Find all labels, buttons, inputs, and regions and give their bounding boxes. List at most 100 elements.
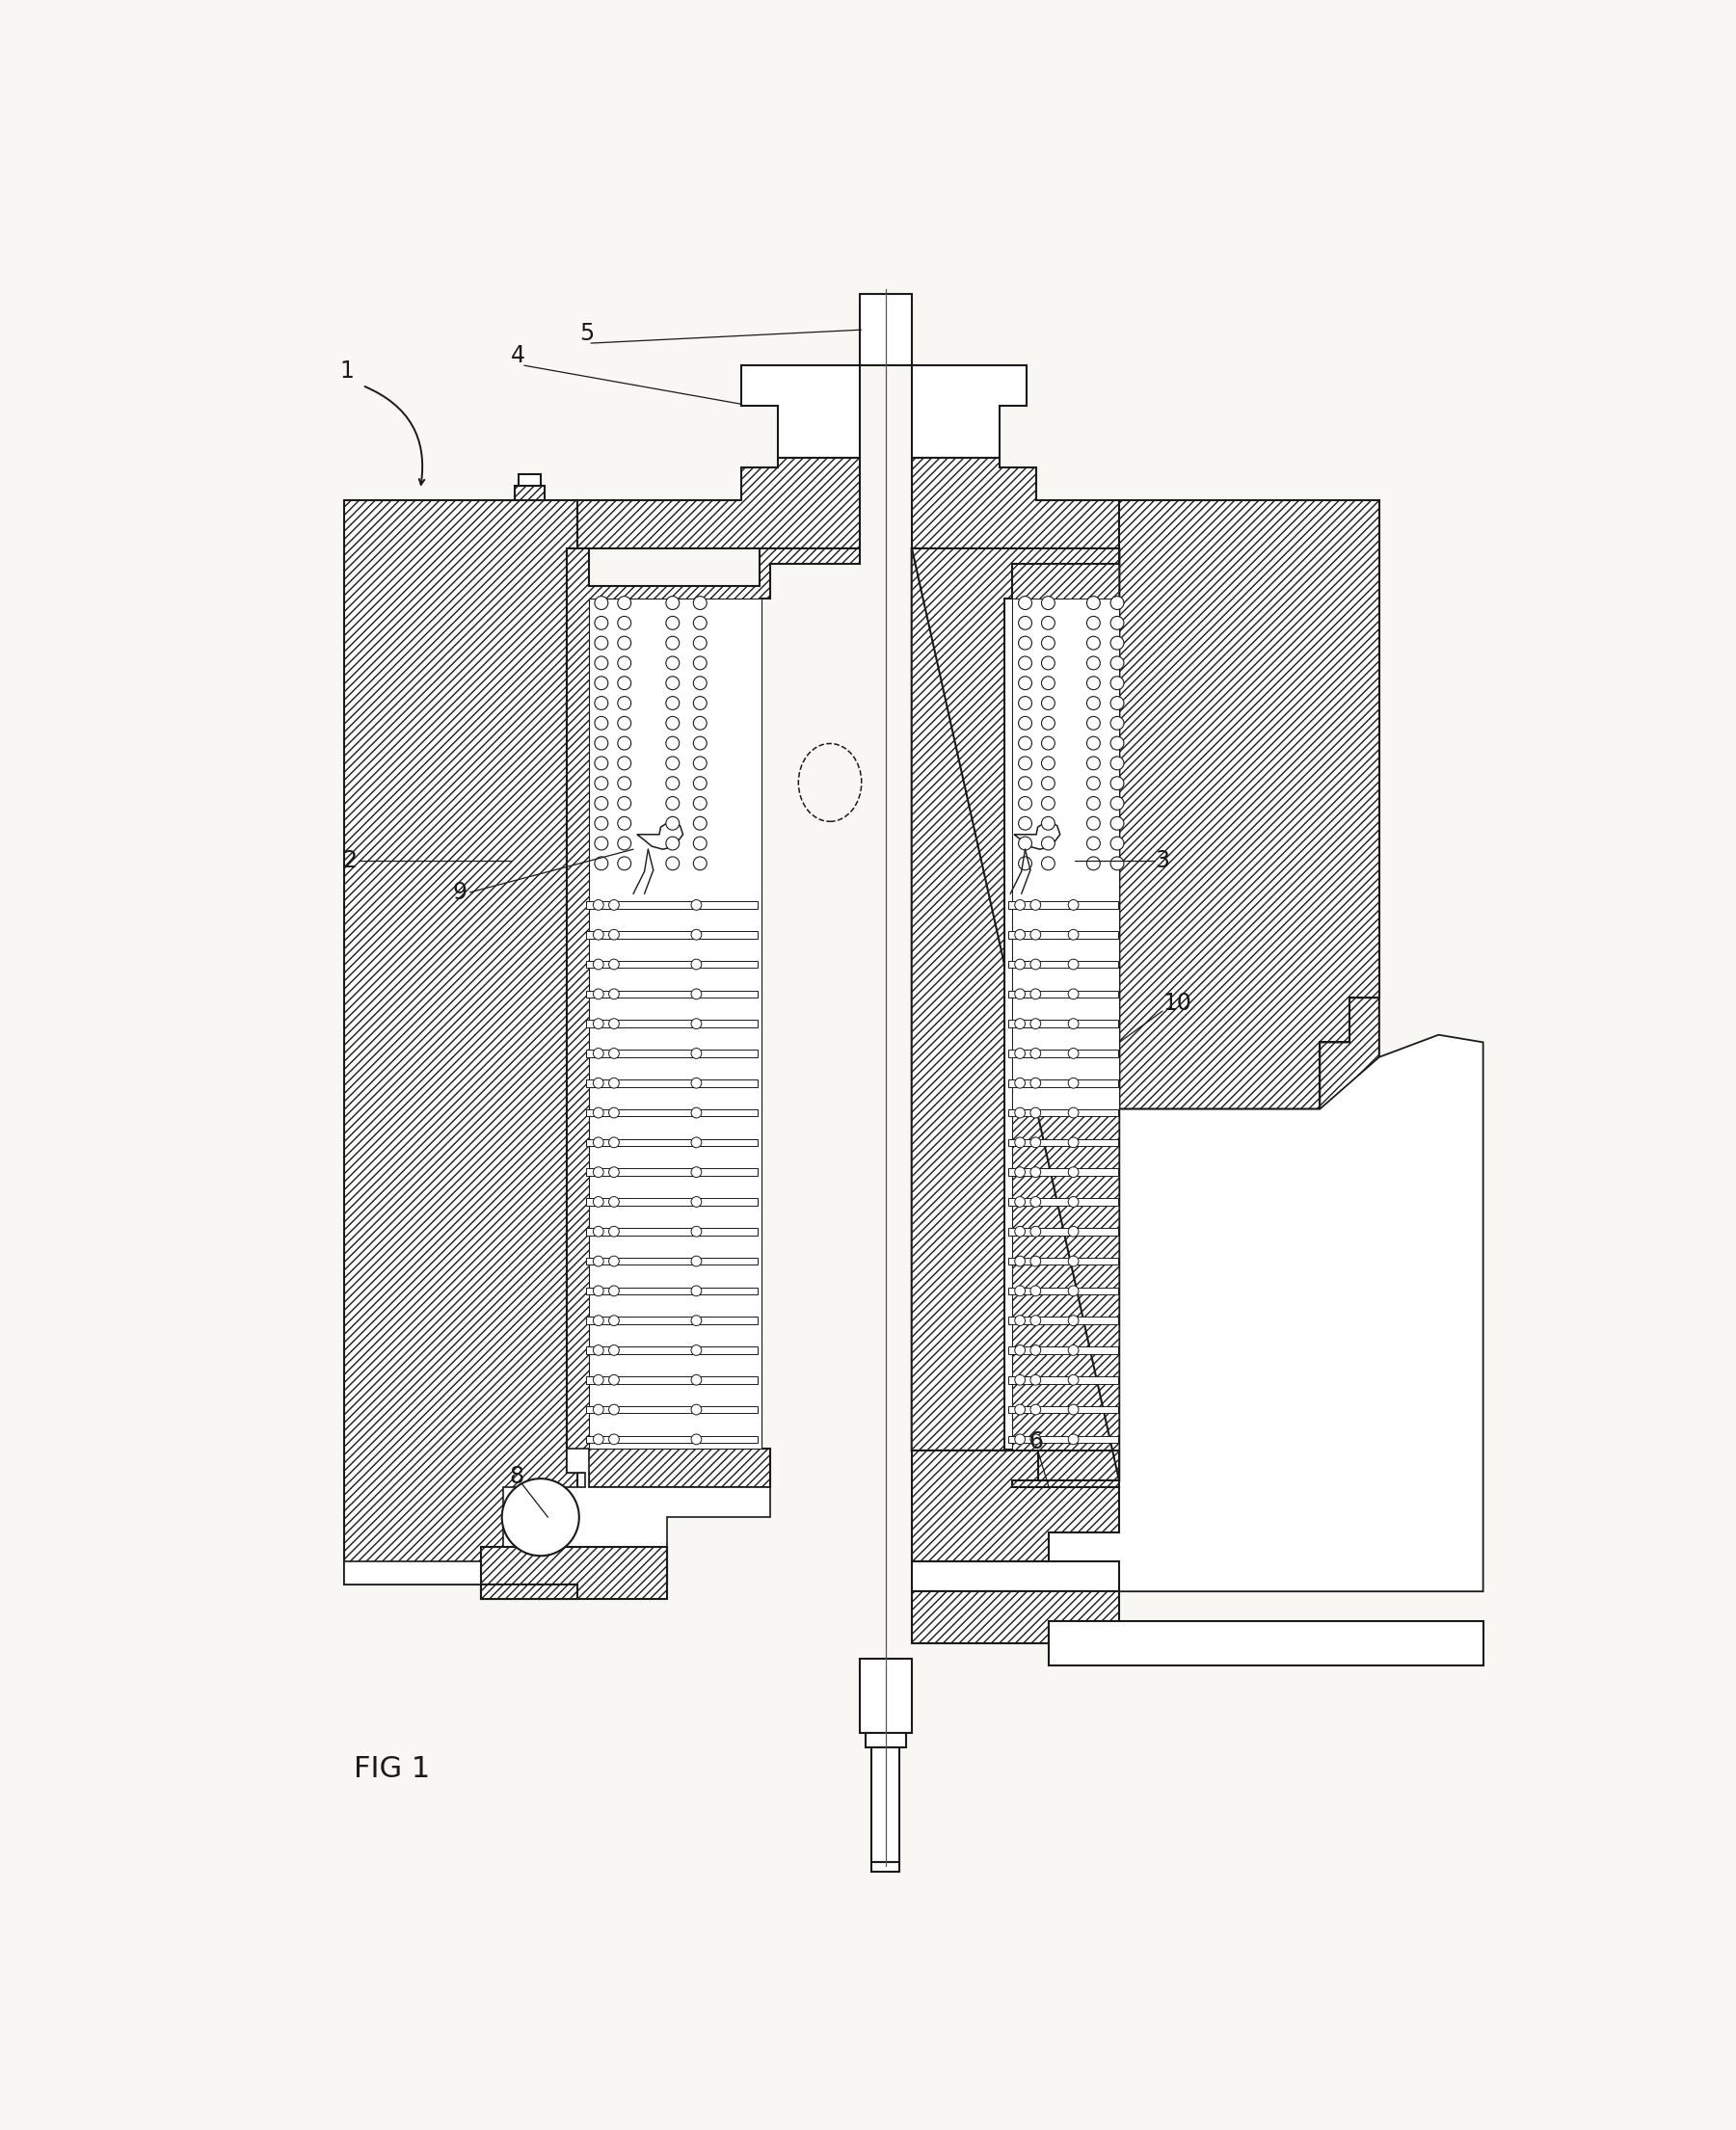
Circle shape	[594, 1048, 604, 1059]
Circle shape	[609, 1048, 620, 1059]
Polygon shape	[859, 1659, 911, 1732]
Polygon shape	[1009, 1197, 1118, 1206]
Polygon shape	[1009, 961, 1118, 967]
Polygon shape	[1014, 820, 1061, 850]
Circle shape	[1068, 1374, 1078, 1384]
Circle shape	[1016, 1344, 1026, 1355]
Polygon shape	[587, 1257, 757, 1265]
Circle shape	[693, 697, 707, 709]
Circle shape	[618, 737, 632, 750]
Polygon shape	[911, 458, 1120, 550]
Polygon shape	[1009, 1436, 1118, 1442]
Circle shape	[609, 1344, 620, 1355]
Polygon shape	[1009, 1287, 1118, 1295]
Circle shape	[1031, 1404, 1042, 1414]
Circle shape	[502, 1478, 580, 1555]
Polygon shape	[587, 990, 757, 997]
Circle shape	[1031, 1048, 1042, 1059]
Circle shape	[594, 1108, 604, 1118]
Polygon shape	[741, 366, 859, 458]
Circle shape	[693, 797, 707, 809]
Circle shape	[618, 596, 632, 609]
Circle shape	[1111, 656, 1123, 669]
Circle shape	[609, 1167, 620, 1178]
Polygon shape	[911, 1591, 1120, 1644]
Polygon shape	[587, 1050, 757, 1056]
Polygon shape	[344, 1448, 771, 1585]
Circle shape	[693, 656, 707, 669]
Polygon shape	[1009, 1406, 1118, 1414]
Circle shape	[1031, 1287, 1042, 1295]
Polygon shape	[1120, 501, 1378, 1110]
Circle shape	[1031, 1433, 1042, 1444]
Circle shape	[691, 958, 701, 969]
Circle shape	[691, 1137, 701, 1148]
Circle shape	[1031, 1344, 1042, 1355]
Circle shape	[667, 656, 679, 669]
Circle shape	[1068, 1137, 1078, 1148]
Circle shape	[667, 737, 679, 750]
Circle shape	[618, 616, 632, 630]
Circle shape	[691, 1433, 701, 1444]
Circle shape	[691, 1108, 701, 1118]
Polygon shape	[1009, 1140, 1118, 1146]
Circle shape	[595, 697, 608, 709]
Circle shape	[1087, 716, 1101, 731]
Circle shape	[691, 1167, 701, 1178]
Text: 1: 1	[340, 360, 354, 381]
Circle shape	[693, 737, 707, 750]
Circle shape	[667, 616, 679, 630]
Circle shape	[1068, 899, 1078, 910]
Circle shape	[1016, 1197, 1026, 1208]
Circle shape	[609, 1197, 620, 1208]
Circle shape	[1087, 856, 1101, 869]
Polygon shape	[481, 1546, 667, 1600]
Polygon shape	[859, 294, 911, 366]
Circle shape	[1111, 716, 1123, 731]
Polygon shape	[1009, 1257, 1118, 1265]
Circle shape	[1016, 1316, 1026, 1325]
Circle shape	[609, 958, 620, 969]
Circle shape	[1031, 958, 1042, 969]
Circle shape	[594, 1227, 604, 1238]
Polygon shape	[587, 1140, 757, 1146]
Polygon shape	[1009, 1110, 1118, 1116]
Circle shape	[691, 1257, 701, 1267]
Polygon shape	[1038, 1035, 1483, 1591]
Polygon shape	[587, 1020, 757, 1027]
Circle shape	[1042, 596, 1055, 609]
Polygon shape	[1009, 1080, 1118, 1086]
Circle shape	[1019, 596, 1031, 609]
Circle shape	[1031, 1257, 1042, 1267]
Circle shape	[1111, 816, 1123, 831]
Circle shape	[691, 1227, 701, 1238]
Circle shape	[594, 1433, 604, 1444]
Circle shape	[609, 1433, 620, 1444]
Circle shape	[609, 988, 620, 999]
Circle shape	[693, 637, 707, 650]
Circle shape	[1111, 737, 1123, 750]
Circle shape	[691, 1404, 701, 1414]
Circle shape	[1087, 737, 1101, 750]
Circle shape	[1087, 616, 1101, 630]
Circle shape	[1087, 777, 1101, 790]
Circle shape	[595, 816, 608, 831]
Polygon shape	[866, 1732, 906, 1747]
Circle shape	[1068, 958, 1078, 969]
Circle shape	[1016, 1227, 1026, 1238]
Circle shape	[667, 856, 679, 869]
Polygon shape	[1009, 1169, 1118, 1176]
Polygon shape	[587, 901, 757, 910]
Circle shape	[1111, 596, 1123, 609]
Circle shape	[1016, 1404, 1026, 1414]
Circle shape	[691, 1078, 701, 1088]
Circle shape	[609, 899, 620, 910]
Circle shape	[1019, 677, 1031, 690]
Circle shape	[1016, 1018, 1026, 1029]
Polygon shape	[587, 1436, 757, 1442]
Circle shape	[1019, 637, 1031, 650]
Text: 4: 4	[510, 345, 526, 366]
Circle shape	[618, 716, 632, 731]
Circle shape	[1111, 637, 1123, 650]
Circle shape	[1068, 1316, 1078, 1325]
